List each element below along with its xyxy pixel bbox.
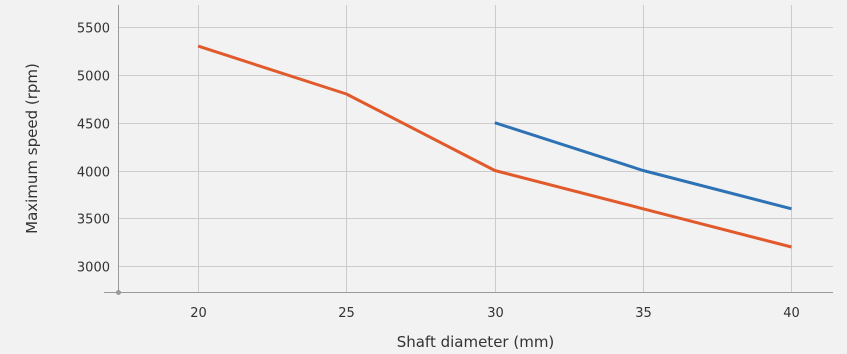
x-tick-label: 30 (487, 306, 504, 321)
y-tick-label: 3500 (77, 213, 110, 228)
x-axis-title: Shaft diameter (mm) (397, 333, 555, 351)
y-tick-label: 5000 (77, 70, 110, 85)
x-tick-label: 40 (783, 306, 800, 321)
y-tick-label: 3000 (77, 261, 110, 276)
y-tick-label: 5500 (77, 22, 110, 37)
series-line-2 (494, 121, 792, 211)
y-tick-label: 4500 (77, 118, 110, 133)
x-tick-label: 35 (635, 306, 652, 321)
x-tick-label: 20 (190, 306, 207, 321)
y-tick-label: 4000 (77, 166, 110, 181)
y-axis-title: Maximum speed (rpm) (23, 63, 41, 234)
chart-grid (118, 5, 833, 292)
chart-axes (104, 5, 833, 295)
x-tick-label: 25 (338, 306, 355, 321)
chart-tick-labels: 20 25 30 35 40 3000 3500 4000 4500 5000 5500 (77, 22, 800, 322)
series-line-1 (197, 44, 792, 249)
axis-origin-marker (116, 290, 121, 295)
chart-series (197, 44, 792, 249)
